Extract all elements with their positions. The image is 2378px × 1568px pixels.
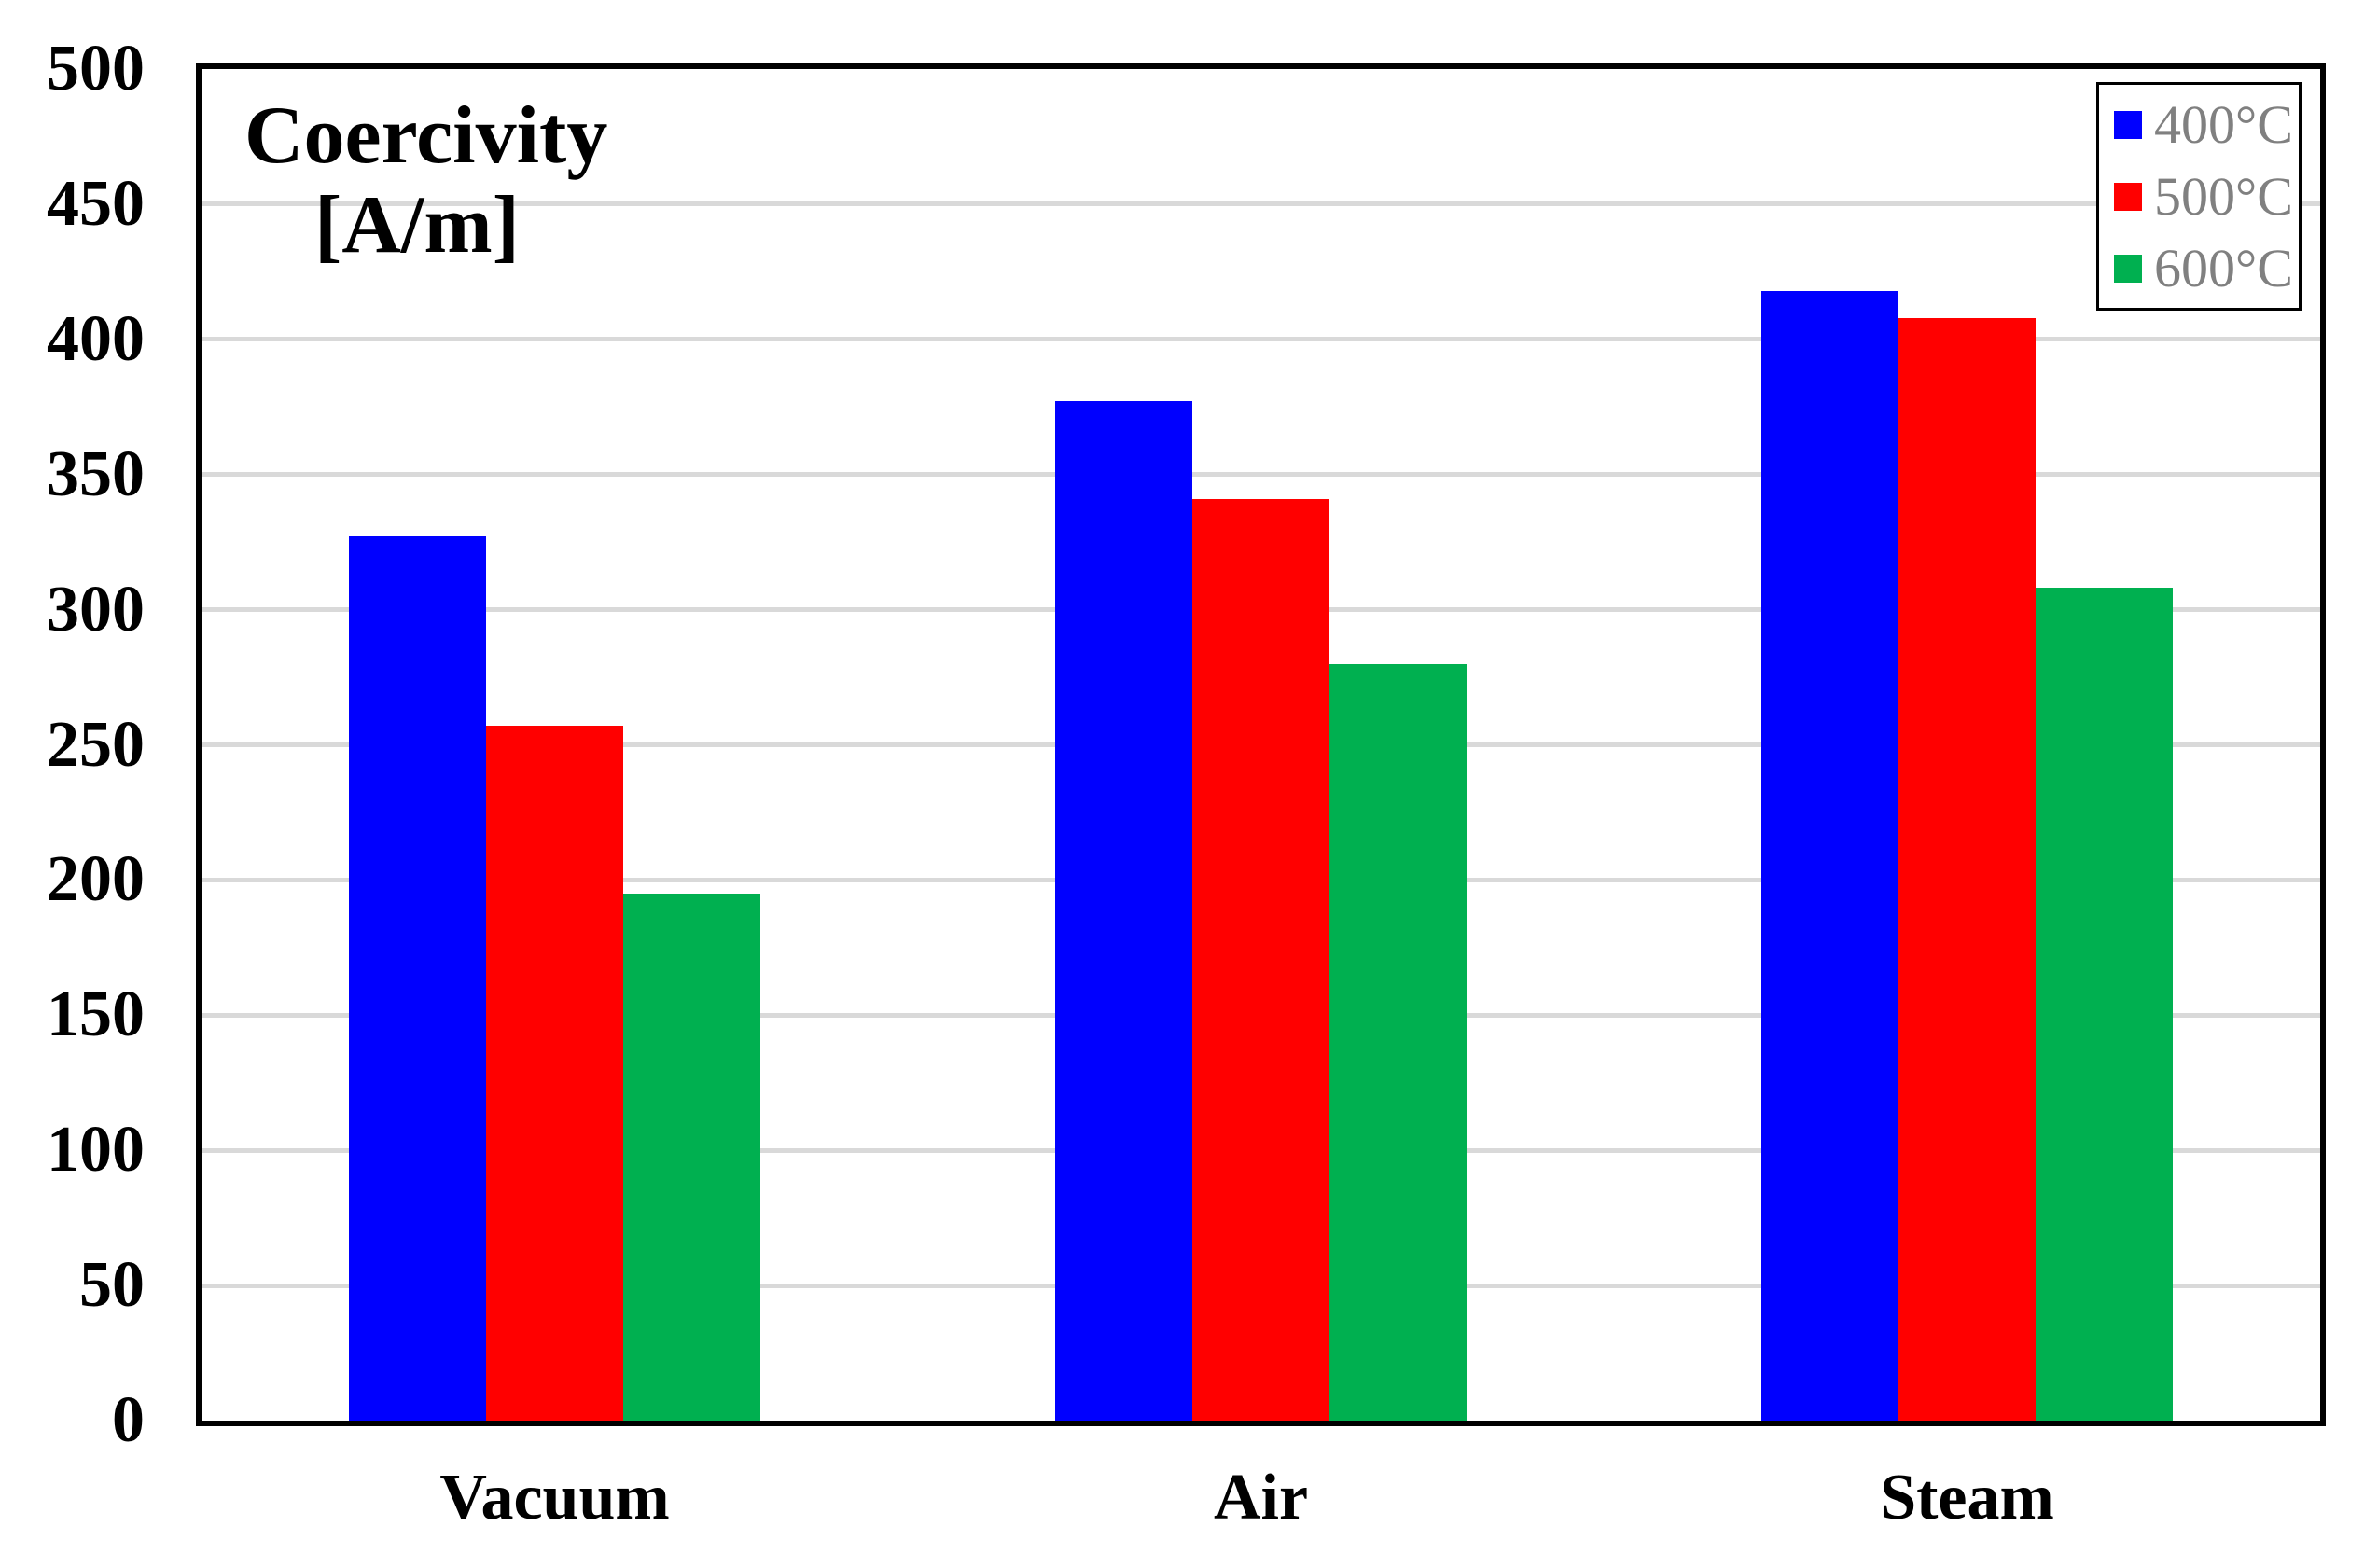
legend-label: 600°C xyxy=(2154,237,2293,298)
plot-area xyxy=(196,63,2326,1426)
legend-swatch xyxy=(2114,110,2142,139)
y-tick-label: 250 xyxy=(47,708,145,781)
y-tick-label: 500 xyxy=(47,33,145,104)
bar xyxy=(1191,498,1329,1421)
gridline xyxy=(202,472,2320,478)
y-tick-label: 350 xyxy=(47,437,145,510)
legend-row: 400°C xyxy=(2114,89,2299,160)
legend-label: 500°C xyxy=(2154,165,2293,227)
bar xyxy=(1328,663,1467,1421)
legend-swatch xyxy=(2114,182,2142,211)
legend-row: 600°C xyxy=(2114,232,2299,303)
legend-row: 500°C xyxy=(2114,160,2299,231)
bar-group-air xyxy=(1054,69,1467,1421)
gridline xyxy=(202,201,2320,207)
x-category-label: Vacuum xyxy=(439,1462,670,1533)
legend-swatch xyxy=(2114,254,2142,283)
bar-group-vacuum xyxy=(348,69,760,1421)
y-tick-label: 300 xyxy=(47,573,145,645)
bar xyxy=(348,536,486,1421)
chart-title-line2: [A/m] xyxy=(314,180,520,271)
y-tick-label: 100 xyxy=(47,1114,145,1186)
bar xyxy=(485,726,623,1421)
y-tick-label: 200 xyxy=(47,843,145,916)
bar-group-steam xyxy=(1760,69,2173,1421)
legend: 400°C 500°C 600°C xyxy=(2096,82,2302,311)
y-tick-label: 50 xyxy=(79,1249,145,1322)
gridline xyxy=(202,337,2320,342)
bar xyxy=(1760,290,1898,1421)
y-tick-label: 450 xyxy=(47,167,145,240)
bar xyxy=(2035,588,2173,1421)
legend-label: 400°C xyxy=(2154,93,2293,155)
y-tick-label: 400 xyxy=(47,302,145,375)
chart-title-line1: Coercivity xyxy=(244,90,608,181)
bar xyxy=(1898,317,2036,1421)
x-category-label: Air xyxy=(1213,1462,1309,1533)
bar xyxy=(622,893,760,1421)
x-category-label: Steam xyxy=(1880,1462,2054,1533)
chart-title: Coercivity [A/m] xyxy=(244,90,608,271)
y-tick-label: 0 xyxy=(112,1384,145,1456)
bar xyxy=(1054,401,1192,1421)
y-tick-label: 150 xyxy=(47,978,145,1051)
